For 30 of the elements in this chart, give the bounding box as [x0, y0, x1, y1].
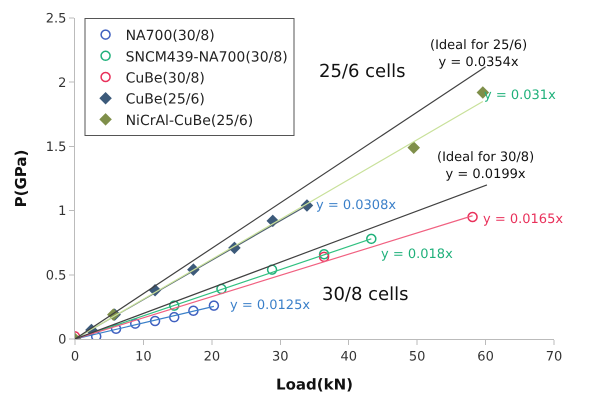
legend-label: CuBe(25/6)	[126, 92, 205, 108]
legend-label: SNCM439-NA700(30/8)	[126, 49, 288, 66]
annotation: y = 0.031x	[484, 88, 556, 103]
x-tick-label: 20	[204, 350, 220, 365]
annotation: y = 0.0165x	[483, 212, 564, 227]
x-tick-label: 0	[70, 350, 80, 365]
x-axis-title: Load(kN)	[276, 376, 353, 394]
y-tick-label: 2.5	[46, 12, 66, 27]
annotation: y = 0.018x	[381, 247, 454, 262]
y-tick-label: 0	[58, 332, 66, 348]
y-tick-label: 2	[58, 76, 66, 91]
x-tick-label: 10	[135, 350, 152, 365]
y-tick-label: 0.5	[46, 268, 66, 284]
x-tick-label: 70	[546, 350, 562, 365]
annotation: y = 0.0308x	[316, 198, 396, 213]
legend-label: NA700(30/8)	[126, 28, 215, 44]
y-axis-title: P(GPa)	[12, 150, 30, 208]
annotation: (Ideal for 25/6) y = 0.0354x	[430, 38, 528, 70]
legend-label: CuBe(30/8)	[126, 70, 205, 86]
annotation: (Ideal for 30/8) y = 0.0199x	[437, 150, 534, 182]
x-tick-label: 60	[477, 350, 494, 365]
y-tick-label: 1.5	[46, 140, 66, 155]
legend-label: NiCrAl-CuBe(25/6)	[126, 112, 254, 129]
x-tick-label: 50	[408, 350, 426, 365]
annotation: 30/8 cells	[322, 284, 408, 305]
annotation: 25/6 cells	[319, 61, 406, 82]
y-tick-label: 1	[58, 204, 66, 220]
x-tick-label: 30	[272, 350, 289, 365]
x-tick-label: 40	[340, 350, 357, 365]
annotation: y = 0.0125x	[230, 298, 310, 313]
